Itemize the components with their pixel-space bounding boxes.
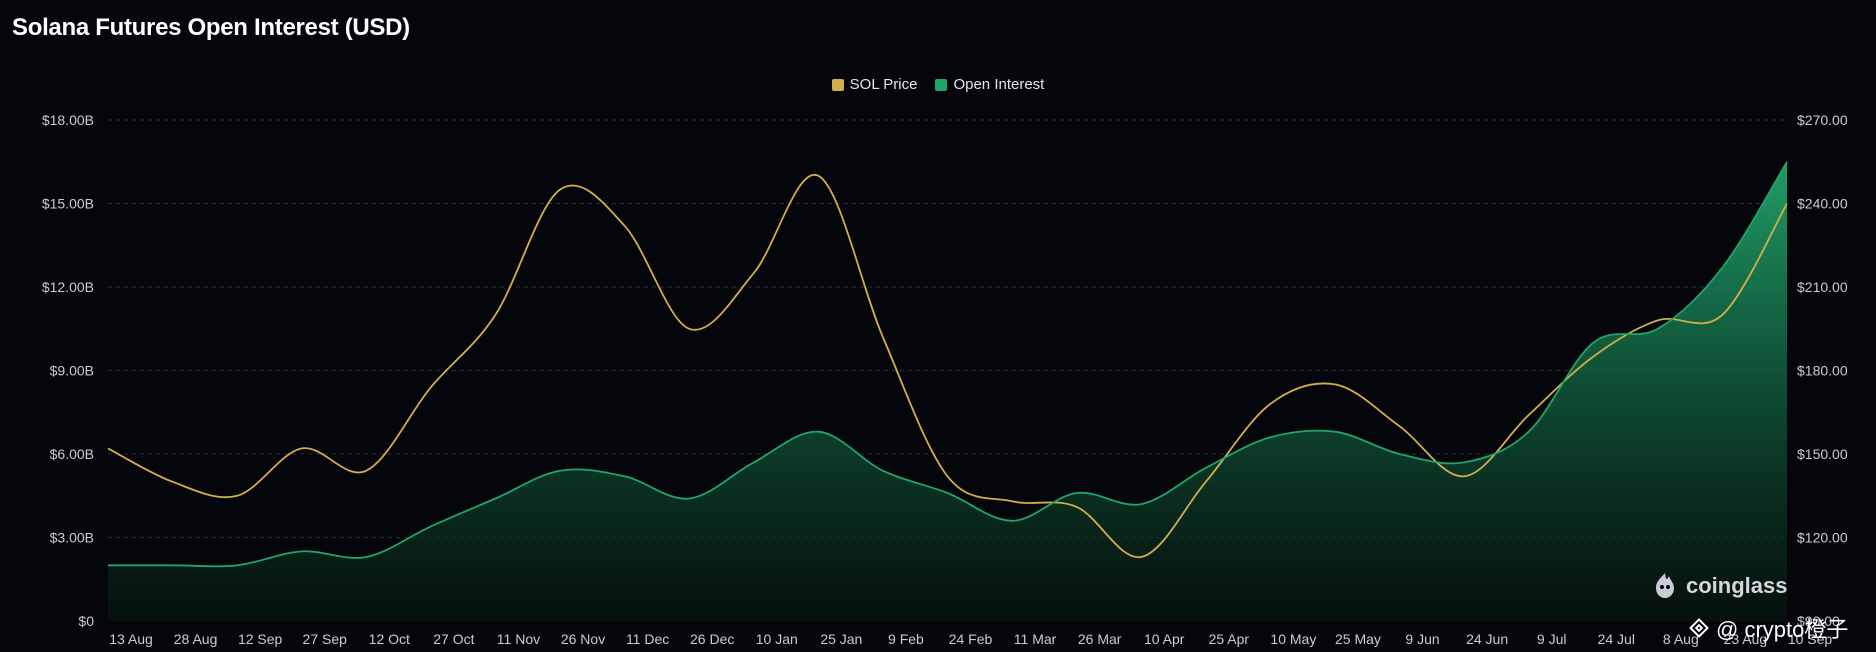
x-tick-label: 9 Jul: [1537, 631, 1567, 647]
x-tick-label: 25 Jan: [820, 631, 862, 647]
coinglass-brand: coinglass: [1652, 572, 1787, 600]
x-tick-label: 24 Jul: [1598, 631, 1635, 647]
x-tick-label: 26 Nov: [561, 631, 605, 647]
x-tick-label: 10 Sep: [1788, 631, 1833, 647]
open-interest-line: [107, 161, 1788, 568]
left-tick-label: $0: [78, 613, 94, 629]
open-interest-area: [108, 161, 1787, 622]
legend-item-sol-price[interactable]: SOL Price: [831, 76, 918, 93]
right-tick-label: $210.00: [1797, 279, 1848, 295]
x-tick-label: 12 Oct: [369, 631, 410, 647]
binance-diamond-icon: [1689, 618, 1709, 638]
x-tick-label: 24 Feb: [949, 631, 993, 647]
x-tick-label: 10 May: [1270, 631, 1316, 647]
open-interest-area-fill: [108, 161, 1787, 622]
x-tick-label: 27 Oct: [433, 631, 474, 647]
left-axis: $0 $3.00B $6.00B $9.00B $12.00B $15.00B $18.00…: [42, 112, 94, 629]
left-tick-label: $9.00B: [50, 363, 94, 379]
x-tick-label: 8 Aug: [1663, 631, 1699, 647]
sol-price-line: [107, 173, 1788, 558]
legend-swatch-open-interest: [935, 78, 948, 91]
x-tick-label: 24 Jun: [1466, 631, 1508, 647]
left-tick-label: $3.00B: [50, 530, 94, 546]
x-tick-label: 26 Mar: [1078, 631, 1122, 647]
x-tick-label: 23 Aug: [1724, 631, 1768, 647]
x-tick-label: 28 Aug: [174, 631, 218, 647]
brand-name: coinglass: [1686, 573, 1788, 598]
right-tick-label: $120.00: [1797, 530, 1848, 546]
x-tick-label: 10 Apr: [1144, 631, 1185, 647]
watermark: @ crypto橙子: [1688, 612, 1848, 644]
right-tick-label: $240.00: [1797, 196, 1848, 212]
x-axis: 13 Aug 28 Aug 12 Sep 27 Sep 12 Oct 27 Oct 11 N…: [109, 631, 1832, 647]
x-tick-label: 9 Jun: [1405, 631, 1439, 647]
left-tick-label: $6.00B: [50, 446, 94, 462]
left-tick-label: $18.00B: [42, 112, 94, 128]
legend-label-sol-price: SOL Price: [849, 76, 918, 93]
right-tick-label: $150.00: [1797, 446, 1848, 462]
x-tick-label: 12 Sep: [238, 631, 283, 647]
x-tick-label: 13 Aug: [109, 631, 153, 647]
right-axis: $90.00 $120.00 $150.00 $180.00 $210.00 $240.0…: [1797, 112, 1848, 629]
x-tick-label: 25 May: [1335, 631, 1381, 647]
series-lines: [107, 161, 1788, 568]
right-tick-label: $270.00: [1797, 112, 1848, 128]
x-tick-label: 26 Dec: [690, 631, 734, 647]
left-tick-label: $15.00B: [42, 196, 94, 212]
chart-legend: SOL Price Open Interest: [0, 76, 1876, 93]
chart-title: Solana Futures Open Interest (USD): [12, 14, 410, 41]
x-tick-label: 9 Feb: [888, 631, 924, 647]
right-tick-label: $90.00: [1797, 613, 1840, 629]
x-tick-label: 11 Nov: [497, 631, 540, 647]
x-tick-label: 11 Mar: [1014, 631, 1057, 647]
watermark-text: @ crypto橙子: [1716, 617, 1849, 642]
right-tick-label: $180.00: [1797, 363, 1848, 379]
legend-swatch-sol-price: [831, 78, 844, 91]
x-tick-label: 25 Apr: [1209, 631, 1250, 647]
x-tick-label: 11 Dec: [626, 631, 669, 647]
x-tick-label: 27 Sep: [303, 631, 348, 647]
legend-item-open-interest[interactable]: Open Interest: [935, 76, 1044, 93]
x-tick-label: 10 Jan: [756, 631, 798, 647]
flame-logo-icon: [1656, 573, 1674, 598]
left-tick-label: $12.00B: [42, 279, 94, 295]
legend-label-open-interest: Open Interest: [953, 76, 1045, 93]
